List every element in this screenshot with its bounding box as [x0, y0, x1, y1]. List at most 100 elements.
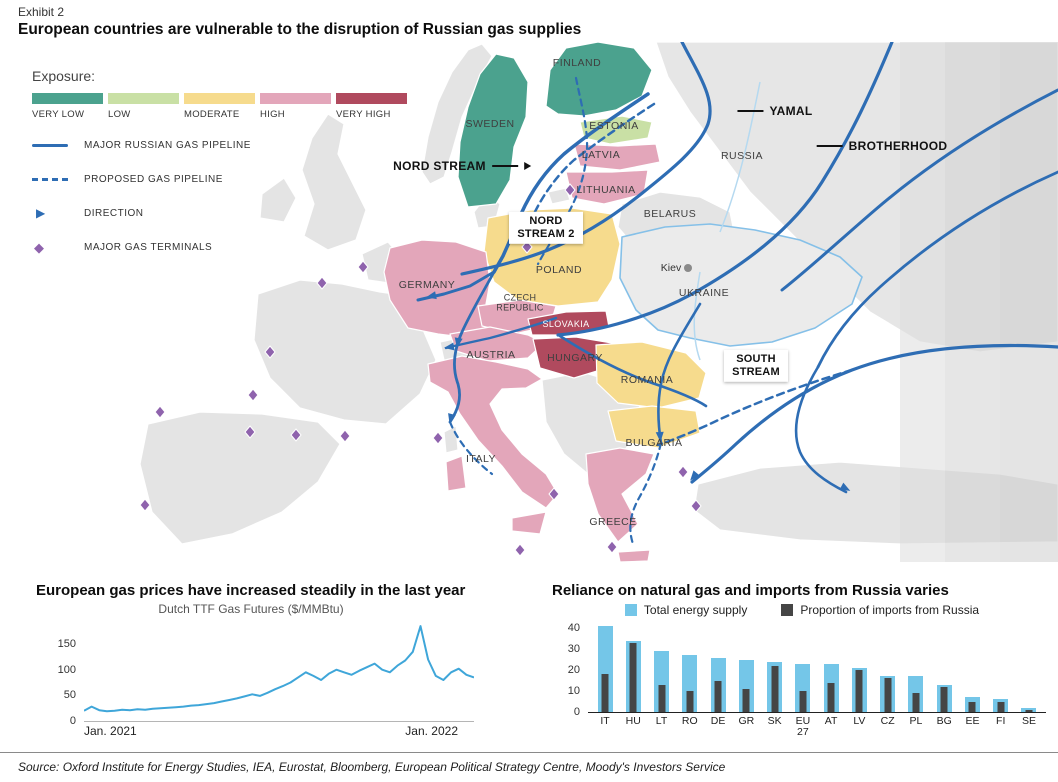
connector-line [737, 110, 764, 112]
map-label-estonia: ESTONIA [589, 120, 639, 132]
exposure-level-very-low: VERY LOW [32, 93, 103, 120]
bar-category-label: PL [909, 715, 923, 727]
imports-russia-bar [799, 691, 807, 712]
y-tick-label: 30 [567, 643, 580, 656]
map-label-south-stream: SOUTH STREAM [724, 349, 788, 383]
bar-chart-legend: Total energy supply Proportion of import… [552, 603, 1052, 617]
total-energy-bar [682, 655, 698, 712]
country-ukraine [619, 223, 863, 347]
map-label-latvia: LATVIA [581, 149, 621, 161]
map-label-sweden: SWEDEN [465, 118, 515, 130]
direction-arrow-icon [690, 470, 700, 481]
gas-price-panel: European gas prices have increased stead… [36, 582, 506, 738]
gas-terminal-icon [247, 388, 259, 402]
legend-item-major-pipeline: MAJOR RUSSIAN GAS PIPELINE [32, 136, 424, 154]
source-divider [0, 752, 1058, 753]
country-finland [545, 42, 653, 117]
country-france [253, 279, 437, 425]
legend-item-proposed-pipeline: PROPOSED GAS PIPELINE [32, 170, 424, 188]
bar-group-lt: LT [651, 624, 673, 727]
island-crete [617, 549, 651, 563]
gas-terminal-icons [139, 183, 702, 557]
map-label-nord-stream-2: NORD STREAM 2 [509, 211, 583, 245]
country-sweden [457, 53, 529, 208]
pipeline-hungary-romania [558, 334, 708, 408]
pipeline-greece-proposed [629, 441, 663, 546]
bar-group-at: AT [820, 624, 842, 727]
imports-russia-bar [940, 686, 948, 712]
country-iberia [139, 411, 341, 545]
bar-category-label: FI [996, 715, 1006, 727]
bar-chart-title: Reliance on natural gas and imports from… [552, 582, 949, 599]
bar-category-label: HU [625, 715, 641, 727]
map-label-germany: GERMANY [398, 279, 456, 291]
y-tick-label: 150 [57, 638, 76, 651]
imports-russia-bar [714, 680, 722, 712]
total-energy-bar [597, 626, 613, 712]
line-chart-title: European gas prices have increased stead… [36, 582, 466, 599]
exposure-level-very-high: VERY HIGH [336, 93, 407, 120]
bar-group-it: IT [594, 624, 616, 727]
map-label-austria: AUSTRIA [466, 349, 516, 361]
pipeline-south-stream-proposed [656, 368, 854, 447]
map-label-brotherhood: BROTHERHOOD [816, 139, 948, 153]
imports-russia-bar [912, 693, 920, 712]
bar-groups: IT HU LT RO DE GR SK EU 27 AT LV CZ PL BG EE FI SE [588, 624, 1046, 738]
map-label-nord-stream: NORD STREAM [393, 159, 531, 173]
imports-russia-bar [658, 684, 666, 712]
connector-arrowhead-icon [523, 162, 531, 170]
map-label-czech-republic: CZECH REPUBLIC [496, 292, 544, 313]
bar-category-label: SE [1021, 715, 1036, 727]
exposure-swatch-high [260, 93, 331, 104]
island-sardinia [445, 455, 467, 492]
map-label-greece: GREECE [589, 516, 637, 528]
imports-russia-bar [742, 688, 750, 712]
bar-category-label: GR [738, 715, 755, 727]
bar-group-cz: CZ [877, 624, 899, 727]
total-energy-bar [738, 659, 754, 712]
imports-russia-bar [855, 670, 863, 712]
bar-category-label: RO [681, 715, 698, 727]
direction-arrow-icon: ▶ [36, 206, 46, 220]
y-tick-label: 50 [63, 689, 76, 702]
bar-group-sk: SK [764, 624, 786, 727]
total-energy-swatch [624, 604, 637, 616]
imports-russia-bar [601, 674, 609, 712]
bar-group-hu: HU [622, 624, 644, 727]
imports-russia-bar [629, 642, 637, 712]
bar-group-lv: LV [848, 624, 870, 727]
imports-russia-bar [1025, 709, 1033, 712]
gas-terminal-icon [290, 428, 302, 442]
exhibit-title: European countries are vulnerable to the… [18, 21, 582, 38]
island-sicily [511, 511, 547, 535]
gas-terminal-icon [357, 260, 369, 274]
x-axis-label-end: Jan. 2022 [405, 724, 458, 738]
bar-category-label: EE [965, 715, 980, 727]
exposure-title: Exposure: [32, 68, 96, 84]
direction-arrow-icon [655, 431, 664, 442]
gas-terminal-icon [514, 543, 526, 557]
dashed-pipeline-icon [32, 177, 68, 181]
gas-terminal-icon [339, 429, 351, 443]
bar-group-se: SE [1018, 624, 1040, 727]
exposure-swatch-moderate [184, 93, 255, 104]
imports-russia-bar [884, 678, 892, 712]
y-tick-label: 40 [567, 622, 580, 635]
line-chart-y-axis: 0 50 100 150 [48, 621, 80, 727]
pipeline-ukraine-balkans [657, 302, 702, 445]
gas-terminal-icon [244, 425, 256, 439]
country-greece [585, 447, 655, 543]
y-tick-label: 0 [573, 706, 580, 718]
exposure-level-high: HIGH [260, 93, 331, 120]
line-chart-plot [83, 625, 475, 713]
country-norway [421, 43, 493, 185]
gas-terminal-icon [564, 183, 576, 197]
direction-arrow-icon [448, 413, 456, 424]
map-label-russia: RUSSIA [720, 150, 764, 162]
gas-terminal-icon [316, 276, 328, 290]
direction-arrow-icon [839, 482, 851, 491]
imports-russia-bar [686, 691, 694, 712]
country-latvia [573, 143, 661, 171]
exposure-swatch-row: VERY LOW LOW MODERATE HIGH VERY HIGH [32, 93, 424, 120]
